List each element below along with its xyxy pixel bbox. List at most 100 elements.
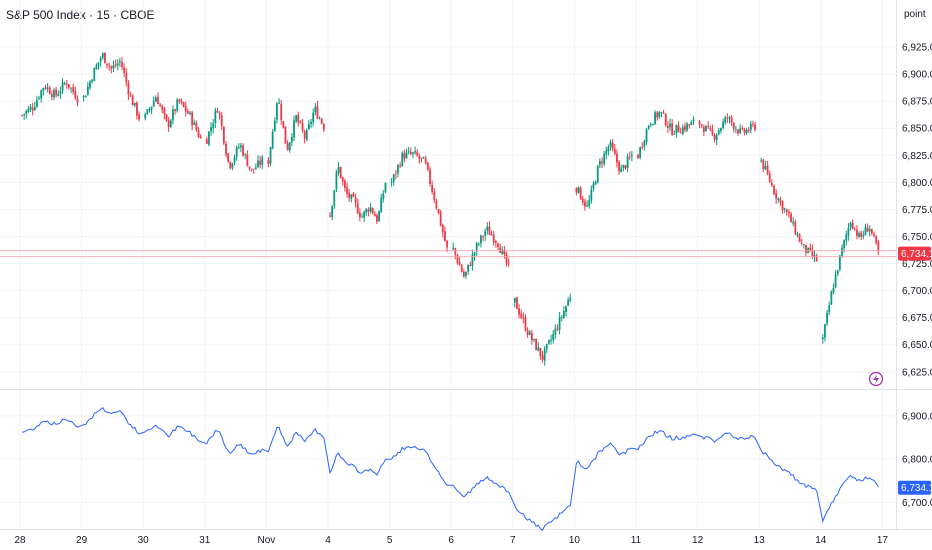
candle	[99, 56, 102, 67]
candle	[55, 86, 58, 98]
candle	[208, 131, 210, 147]
candle	[299, 120, 302, 124]
candle	[581, 195, 584, 206]
candle	[118, 57, 121, 67]
candle	[282, 121, 285, 129]
candle	[218, 111, 221, 120]
candle	[677, 121, 680, 133]
candle	[31, 102, 34, 116]
candle	[596, 165, 599, 184]
candle	[371, 207, 374, 215]
candle	[601, 157, 603, 169]
line-series	[21, 406, 879, 532]
candle	[709, 125, 712, 132]
candle	[354, 193, 357, 208]
candle	[507, 258, 510, 268]
candle	[269, 146, 272, 167]
candle	[40, 89, 43, 103]
candle	[849, 221, 852, 231]
candle	[569, 293, 572, 303]
candle	[747, 127, 750, 133]
price-labels: 6,734.11 6,734.11	[0, 246, 932, 495]
candle	[344, 178, 346, 192]
candle	[616, 149, 618, 168]
time-tick-label: 7	[510, 535, 516, 546]
candle	[29, 103, 32, 113]
candle	[603, 151, 606, 167]
candle	[59, 86, 62, 99]
candle	[565, 305, 567, 317]
candle	[607, 144, 610, 156]
time-tick-label: 13	[754, 535, 766, 546]
candle	[123, 63, 126, 78]
candle	[490, 230, 493, 236]
candle	[129, 91, 132, 97]
candle	[222, 126, 225, 146]
candle	[575, 187, 578, 196]
price-tick-label: 6,775.00	[902, 205, 932, 216]
candle	[121, 56, 123, 71]
candle	[152, 96, 155, 108]
candle	[813, 250, 816, 263]
candle	[286, 140, 289, 151]
price-tick-label: 6,875.00	[902, 97, 932, 108]
candle	[815, 253, 818, 262]
candle	[195, 120, 198, 132]
candle	[350, 193, 353, 203]
candle	[586, 200, 588, 208]
candle	[186, 108, 189, 115]
candle	[770, 179, 773, 188]
candle	[692, 116, 695, 126]
candle	[418, 153, 421, 164]
candle	[652, 123, 654, 126]
candle	[322, 122, 325, 133]
candle	[724, 115, 727, 125]
candle	[23, 113, 26, 121]
candle	[618, 160, 620, 175]
price-axis: 6,925.00 6,900.00 6,875.00 6,850.00 6,825.00…	[902, 43, 932, 509]
candle	[235, 145, 238, 161]
candle	[609, 139, 612, 151]
price-tick-label: 6,900.00	[902, 411, 932, 422]
candle	[860, 230, 863, 241]
candle	[783, 207, 786, 213]
time-tick-label: 31	[199, 535, 211, 546]
candle	[760, 157, 763, 163]
candle	[44, 84, 47, 91]
candle	[539, 347, 542, 360]
price-tick-label: 6,900.00	[902, 70, 932, 81]
candle	[435, 198, 438, 210]
candle	[246, 150, 249, 167]
price-tick-label: 6,650.00	[902, 340, 932, 351]
candle	[592, 181, 595, 192]
candle	[346, 182, 348, 198]
candle	[157, 92, 159, 105]
candle	[333, 189, 336, 210]
candle	[220, 111, 223, 131]
candle	[739, 124, 742, 135]
candle	[745, 127, 748, 135]
candle	[802, 243, 805, 249]
candle	[227, 152, 230, 164]
candle	[520, 309, 523, 320]
candle	[426, 162, 429, 172]
candle	[484, 228, 487, 242]
candle	[199, 133, 202, 139]
candle	[248, 166, 251, 171]
candle	[730, 115, 733, 126]
lightning-icon[interactable]	[868, 371, 884, 387]
price-tick-label: 6,700.00	[902, 498, 932, 509]
candle	[161, 104, 164, 114]
price-tick-label: 6,625.00	[902, 367, 932, 378]
candle	[622, 164, 625, 172]
candle	[679, 127, 682, 134]
time-axis: 28 29 30 31 Nov 4 5 6 7 10 11 12 13 14 17	[14, 535, 888, 546]
candle	[836, 270, 839, 277]
candle	[830, 290, 833, 305]
candle	[439, 209, 442, 227]
candle	[488, 221, 491, 236]
candle	[288, 141, 291, 153]
candle	[458, 256, 461, 266]
candle	[25, 109, 28, 119]
